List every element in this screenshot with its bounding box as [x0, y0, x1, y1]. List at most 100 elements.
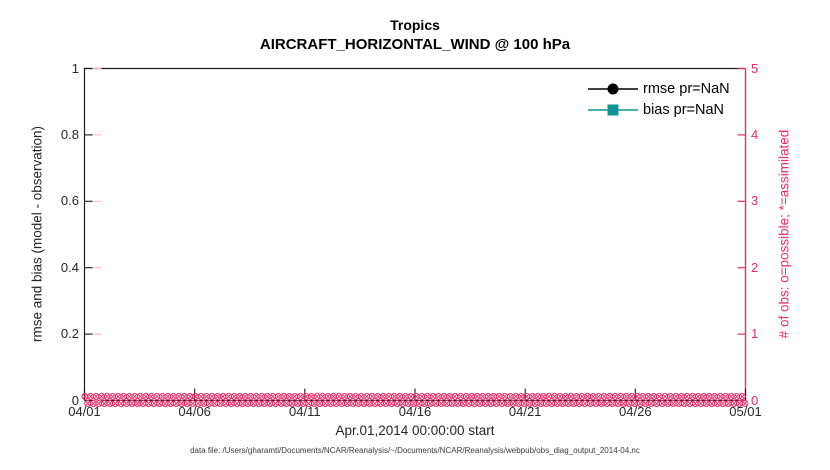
obs-assimilated-marker: [430, 393, 436, 400]
obs-assimilated-marker: [587, 400, 593, 407]
obs-assimilated-marker: [339, 400, 345, 407]
obs-assimilated-marker: [463, 393, 469, 400]
right-y-tick-label: 0: [751, 392, 759, 408]
obs-assimilated-marker: [601, 393, 607, 400]
obs-assimilated-marker: [322, 400, 328, 407]
obs-assimilated-marker: [328, 400, 334, 407]
obs-assimilated-marker: [568, 393, 574, 400]
obs-assimilated-marker: [121, 393, 127, 400]
obs-assimilated-marker: [82, 393, 88, 400]
obs-assimilated-marker: [502, 393, 508, 400]
obs-assimilated-marker: [444, 400, 450, 407]
obs-assimilated-marker: [731, 400, 737, 407]
x-tick-label: 04/16: [398, 404, 432, 419]
obs-assimilated-marker: [198, 393, 204, 400]
right-y-tick-label: 2: [751, 259, 759, 275]
left-y-tick-label: 0.8: [60, 126, 79, 142]
obs-assimilated-marker: [416, 400, 422, 407]
obs-assimilated-marker: [350, 400, 356, 407]
obs-assimilated-marker: [571, 400, 577, 407]
chart-title-variable: AIRCRAFT_HORIZONTAL_WIND @ 100 hPa: [259, 36, 571, 53]
obs-assimilated-marker: [546, 393, 552, 400]
obs-assimilated-marker: [364, 393, 370, 400]
obs-assimilated-marker: [557, 393, 563, 400]
obs-assimilated-marker: [673, 393, 679, 400]
obs-assimilated-marker: [510, 400, 516, 407]
obs-assimilated-marker: [643, 400, 649, 407]
obs-assimilated-marker: [217, 400, 223, 407]
obs-assimilated-marker: [353, 393, 359, 400]
obs-assimilated-marker: [394, 400, 400, 407]
obs-assimilated-marker: [248, 393, 254, 400]
obs-assimilated-marker: [264, 393, 270, 400]
obs-assimilated-marker: [366, 400, 372, 407]
obs-assimilated-marker: [110, 393, 116, 400]
obs-assimilated-marker: [458, 393, 464, 400]
obs-assimilated-marker: [405, 400, 411, 407]
obs-assimilated-marker: [482, 400, 488, 407]
obs-assimilated-marker: [87, 393, 94, 400]
obs-assimilated-marker: [565, 400, 571, 407]
obs-assimilated-marker: [306, 400, 312, 407]
obs-assimilated-marker: [90, 400, 96, 407]
obs-assimilated-marker: [736, 400, 743, 407]
obs-assimilated-marker: [413, 393, 419, 400]
obs-assimilated-marker: [471, 400, 477, 407]
obs-assimilated-marker: [524, 393, 530, 400]
obs-assimilated-marker: [361, 400, 367, 407]
obs-assimilated-marker: [284, 400, 290, 407]
obs-assimilated-marker: [518, 393, 524, 400]
obs-assimilated-marker: [422, 400, 428, 407]
obs-assimilated-marker: [692, 400, 698, 407]
right-y-tick-label: 4: [751, 126, 759, 142]
obs-assimilated-marker: [206, 400, 212, 407]
obs-assimilated-marker: [157, 400, 163, 407]
obs-assimilated-marker: [192, 393, 199, 400]
obs-assimilated-marker: [203, 393, 210, 400]
obs-assimilated-marker: [521, 400, 527, 407]
obs-assimilated-marker: [706, 393, 712, 400]
obs-assimilated-marker: [676, 400, 682, 407]
obs-assimilated-marker: [272, 400, 279, 407]
obs-assimilated-marker: [687, 400, 693, 407]
obs-assimilated-marker: [239, 400, 245, 407]
obs-assimilated-marker: [712, 393, 718, 400]
obs-assimilated-marker: [435, 393, 442, 400]
obs-assimilated-marker: [286, 393, 292, 400]
obs-assimilated-marker: [656, 393, 662, 400]
legend: rmse pr=NaN bias pr=NaN: [586, 78, 756, 120]
obs-assimilated-marker: [234, 400, 240, 407]
x-tick-label: 04/21: [508, 404, 542, 419]
obs-assimilated-marker: [739, 393, 745, 400]
obs-assimilated-marker: [469, 393, 475, 400]
obs-assimilated-marker: [143, 393, 149, 400]
obs-assimilated-marker: [375, 393, 381, 400]
obs-assimilated-marker: [698, 400, 704, 407]
obs-assimilated-marker: [397, 393, 403, 400]
obs-assimilated-marker: [380, 393, 386, 400]
obs-possible-marker: [741, 400, 749, 407]
obs-assimilated-marker: [681, 400, 687, 407]
obs-assimilated-marker: [579, 393, 585, 400]
obs-assimilated-marker: [176, 393, 182, 400]
obs-assimilated-marker: [717, 393, 723, 400]
left-y-tick-label: 0.6: [60, 193, 79, 209]
obs-assimilated-marker: [701, 393, 707, 400]
obs-assimilated-marker: [626, 400, 632, 407]
obs-assimilated-marker: [187, 393, 193, 400]
obs-assimilated-marker: [662, 393, 668, 400]
obs-assimilated-marker: [145, 400, 152, 407]
obs-assimilated-marker: [604, 400, 610, 407]
rmse-line-circle-marker-icon: [588, 83, 638, 94]
obs-assimilated-marker: [190, 400, 196, 407]
obs-assimilated-marker: [123, 400, 129, 407]
obs-assimilated-marker: [620, 400, 627, 407]
obs-assimilated-marker: [259, 393, 265, 400]
obs-assimilated-marker: [159, 393, 165, 400]
left-y-tick-label: 0.4: [60, 259, 79, 275]
obs-assimilated-marker: [297, 393, 303, 400]
obs-assimilated-marker: [140, 400, 146, 407]
obs-assimilated-marker: [499, 400, 505, 407]
obs-assimilated-marker: [261, 400, 268, 407]
obs-assimilated-marker: [532, 400, 538, 407]
